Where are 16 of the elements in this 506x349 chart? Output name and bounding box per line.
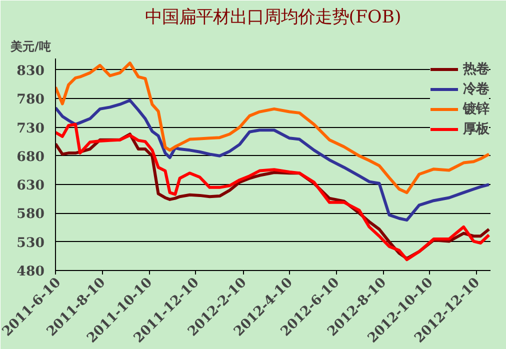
y-tick-label: 730 [16,120,45,136]
legend-label: 热卷 [463,60,489,78]
y-tick-label: 480 [16,264,45,280]
y-tick-label: 780 [16,92,45,108]
y-axis-title: 美元/吨 [10,40,51,54]
y-tick-label: 580 [16,206,45,222]
line-series [56,98,490,222]
line-series [56,62,490,194]
y-tick-label: 830 [16,62,45,79]
legend-label: 厚板 [463,120,489,138]
y-tick-label: 530 [16,234,45,251]
legend-label: 冷卷 [463,80,489,98]
y-tick-label: 630 [16,178,45,194]
chart-title: 中国扁平材出口周均价走势(FOB) [144,8,402,28]
y-tick-label: 680 [16,148,45,165]
legend-label: 镀锌 [463,100,489,118]
